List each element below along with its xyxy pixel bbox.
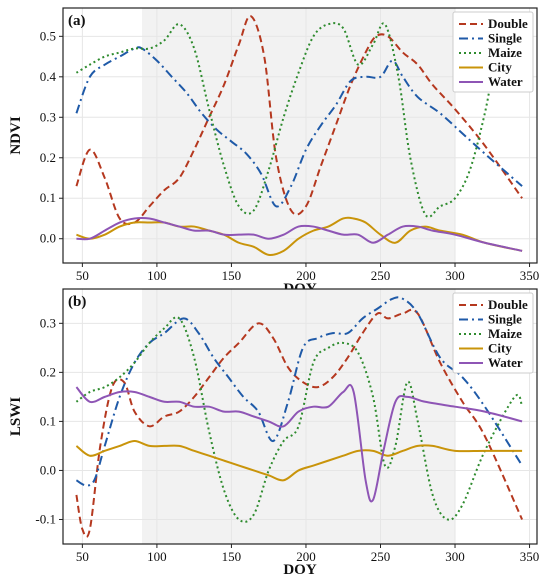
y-tick-label: 0.1	[40, 190, 56, 205]
y-tick-label: 0.5	[40, 28, 56, 43]
chart-panel-b: 50 100 150 200 250 300 350 -0.1 0.0 0.1 0.2 0.3 DOY L…	[8, 288, 540, 575]
legend-box	[452, 11, 534, 93]
x-tick-label: 150	[222, 268, 242, 283]
series-group	[75, 296, 524, 538]
series-line-maize	[75, 316, 524, 523]
y-tick-label: -0.1	[35, 511, 56, 526]
legend-label-water: Water	[488, 74, 523, 89]
x-tick-label: 50	[76, 268, 89, 283]
series-line-single	[75, 46, 523, 208]
x-tick-label: 100	[147, 549, 167, 564]
x-tick-label: 250	[371, 549, 391, 564]
x-axis-label: DOY	[283, 562, 317, 575]
legend-label-single: Single	[488, 31, 522, 46]
y-axis-label: NDVI	[8, 116, 24, 154]
x-tick-label: 300	[445, 268, 465, 283]
y-tick-label: 0.2	[40, 150, 56, 165]
panel-label: (b)	[68, 294, 86, 310]
legend-box	[452, 292, 534, 374]
x-tick-label: 50	[76, 549, 89, 564]
chart-panel-a: 501001502002503003500.00.10.20.30.40.5DO…	[8, 7, 540, 297]
y-tick-label: 0.0	[40, 462, 56, 477]
panel-label: (a)	[68, 13, 86, 29]
x-tick-label: 100	[147, 268, 167, 283]
x-tick-label: 200	[296, 268, 316, 283]
x-tick-label: 200	[296, 549, 316, 564]
y-tick-label: 0.1	[40, 413, 56, 428]
series-line-double	[75, 308, 524, 538]
plot-frame	[62, 288, 538, 545]
legend-label-city: City	[488, 341, 512, 356]
legend-label-single: Single	[488, 312, 522, 327]
series-line-water	[76, 216, 523, 252]
legend-label-city: City	[488, 60, 512, 75]
x-tick-label: 350	[520, 268, 540, 283]
legend-label-maize: Maize	[488, 326, 522, 341]
y-tick-label: 0.2	[40, 364, 56, 379]
x-tick-label: 300	[445, 549, 465, 564]
legend-label-double: Double	[488, 16, 528, 31]
y-axis-label: LSWI	[8, 397, 24, 436]
shaded-period	[142, 8, 456, 263]
legend-label-maize: Maize	[488, 45, 522, 60]
legend-label-water: Water	[488, 355, 523, 370]
x-tick-label: 250	[371, 268, 391, 283]
series-line-water	[75, 383, 523, 503]
y-tick-label: 0.3	[40, 109, 56, 124]
y-tick-label: 0.3	[40, 315, 56, 330]
legend-label-double: Double	[488, 297, 528, 312]
series-group	[75, 15, 523, 257]
y-tick-label: 0.0	[40, 231, 56, 246]
y-tick-label: 0.4	[40, 69, 57, 84]
series-line-city	[75, 440, 523, 482]
x-tick-label: 350	[520, 549, 540, 564]
shaded-period	[142, 289, 456, 544]
series-line-double	[75, 15, 523, 226]
x-tick-label: 150	[222, 549, 242, 564]
series-line-single	[75, 296, 523, 487]
series-line-city	[76, 216, 523, 257]
plot-frame	[62, 7, 538, 264]
